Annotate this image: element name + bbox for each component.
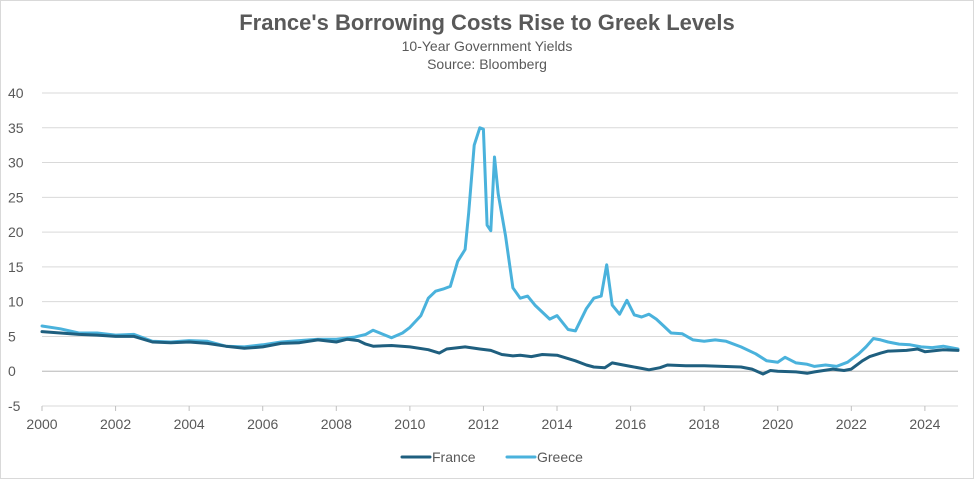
x-tick-label: 2008 <box>321 416 352 432</box>
legend-label-greece: Greece <box>537 449 583 465</box>
x-tick-label: 2006 <box>247 416 278 432</box>
legend-label-france: France <box>432 449 476 465</box>
y-tick-label: 25 <box>8 189 24 205</box>
x-axis: 2000 2002 2004 2006 2008 2010 2012 2014 2016 2018… <box>26 406 941 432</box>
chart-title: France's Borrowing Costs Rise to Greek L… <box>239 10 735 35</box>
x-tick-label: 2010 <box>394 416 425 432</box>
x-tick-label: 2004 <box>174 416 205 432</box>
x-tick-label: 2016 <box>615 416 646 432</box>
y-tick-label: 15 <box>8 259 24 275</box>
y-tick-label: 35 <box>8 120 24 136</box>
x-tick-label: 2002 <box>100 416 131 432</box>
y-axis: -5 0 5 10 15 20 25 30 35 40 <box>8 85 24 414</box>
chart-subtitle: 10-Year Government Yields <box>401 38 573 54</box>
x-tick-label: 2012 <box>468 416 499 432</box>
x-tick-label: 2020 <box>762 416 793 432</box>
series-line-greece <box>40 126 960 368</box>
y-tick-label: 30 <box>8 155 24 171</box>
x-tick-label: 2018 <box>689 416 720 432</box>
x-tick-label: 2022 <box>836 416 867 432</box>
y-tick-label: 20 <box>8 224 24 240</box>
y-tick-label: 0 <box>8 363 16 379</box>
y-tick-label: 10 <box>8 294 24 310</box>
chart-source: Source: Bloomberg <box>427 56 547 72</box>
gridlines <box>42 92 958 407</box>
y-tick-label: -5 <box>8 398 21 414</box>
series-line-france <box>40 330 960 376</box>
series-lines <box>40 126 960 376</box>
x-tick-label: 2000 <box>26 416 57 432</box>
legend: France Greece <box>400 449 583 465</box>
y-tick-label: 5 <box>8 328 16 344</box>
x-tick-label: 2014 <box>541 416 572 432</box>
x-tick-label: 2024 <box>909 416 940 432</box>
y-tick-label: 40 <box>8 85 24 101</box>
